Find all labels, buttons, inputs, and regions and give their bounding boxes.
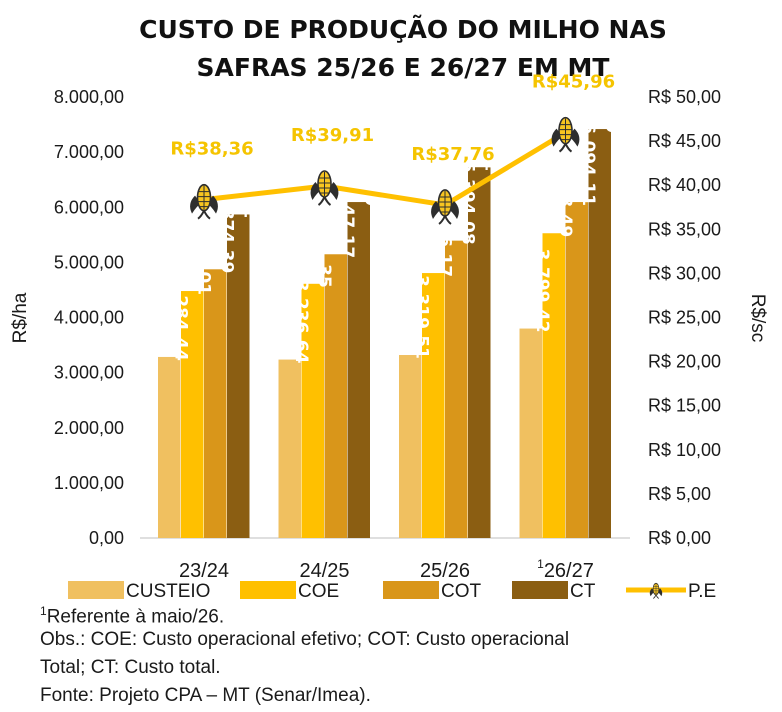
y-left-tick-label: 2.000,00 [54, 418, 124, 438]
y-left-tick-label: 0,00 [89, 528, 124, 548]
corn-icon [309, 169, 340, 206]
y-right-tick-label: R$ 10,00 [648, 440, 721, 460]
chart-title-line2: SAFRAS 25/26 E 26/27 EM MT [197, 53, 610, 82]
bar-cot-1 [204, 269, 227, 538]
y-left-tick-label: 1.000,00 [54, 473, 124, 493]
y-left-tick-label: 4.000,00 [54, 308, 124, 328]
y-left-tick-label: 8.000,00 [54, 87, 124, 107]
category-superscript: 1 [537, 557, 544, 571]
bar-custeio-3 [399, 355, 422, 538]
pe-value-label: R$38,36 [170, 139, 253, 160]
bar-value-label: 5.394,08 [457, 161, 477, 245]
bar-value-label: 4.874,39 [216, 189, 236, 273]
bar-value-label: 4.480,01 [193, 211, 213, 295]
pe-value-label: R$37,76 [411, 144, 494, 165]
bar-value-label: 6.094,11 [578, 122, 598, 206]
y-right-tick-label: R$ 50,00 [648, 87, 721, 107]
bar-custeio-2 [278, 359, 301, 538]
bar-ct-3 [468, 167, 491, 539]
x-category-label: 25/26 [420, 560, 470, 582]
bar-value-label: 5.147,17 [337, 174, 357, 258]
bar-value-label: 4.611,35 [314, 204, 334, 288]
y-axis-right-title: R$/sc [747, 294, 768, 343]
bar-value-label: 3.284,44 [170, 277, 190, 361]
source-note: Fonte: Projeto CPA – MT (Senar/Imea). [40, 685, 371, 706]
bar-value-label: 6.725,91 [480, 87, 500, 171]
bar-ct-4 [588, 129, 611, 539]
bar-custeio-4 [519, 328, 542, 538]
legend-swatch-ct [512, 581, 568, 599]
footnote-superscript: 1 [40, 604, 47, 618]
y-right-tick-label: R$ 25,00 [648, 308, 721, 328]
bar-coe-3 [422, 273, 445, 538]
bar-coe-1 [181, 291, 204, 538]
bar-coe-4 [542, 233, 565, 538]
x-category-label: 24/25 [299, 560, 349, 582]
bar-value-label: 6.094,19 [360, 122, 380, 206]
obs-line-2: Total; CT: Custo total. [40, 657, 221, 678]
legend-swatch-custeio [68, 581, 124, 599]
bar-value-label: 5.528,49 [555, 153, 575, 237]
legend-swatch-cot [383, 581, 439, 599]
pe-value-label: R$39,91 [291, 125, 374, 146]
corn-icon [649, 582, 663, 599]
y-right-tick-label: R$ 35,00 [648, 219, 721, 239]
y-right-tick-label: R$ 30,00 [648, 263, 721, 283]
y-right-tick-label: R$ 45,00 [648, 131, 721, 151]
bar-value-label: 3.236,64 [291, 280, 311, 364]
bar-custeio-1 [158, 356, 181, 538]
legend-label: P.E [688, 581, 716, 602]
bar-cot-3 [445, 240, 468, 538]
bar-ct-2 [347, 202, 370, 538]
y-right-tick-label: R$ 5,00 [648, 484, 711, 504]
legend-label: COT [441, 581, 482, 602]
pe-line [203, 130, 567, 208]
footnote: 1Referente à maio/26. [40, 598, 224, 630]
y-axis-left-title: R$/ha [10, 292, 31, 343]
bar-cot-2 [324, 254, 347, 538]
bar-value-label: 3.319,51 [411, 275, 431, 359]
y-right-tick-label: R$ 0,00 [648, 528, 711, 548]
x-category-label: 23/24 [179, 560, 229, 582]
legend-label: CUSTEIO [126, 581, 210, 602]
corn-icon [550, 116, 581, 153]
y-right-tick-label: R$ 40,00 [648, 175, 721, 195]
y-left-tick-label: 6.000,00 [54, 197, 124, 217]
y-left-tick-label: 5.000,00 [54, 252, 124, 272]
bar-value-label: 3.799,42 [532, 249, 552, 333]
chart-title-line1: CUSTO DE PRODUÇÃO DO MILHO NAS [139, 15, 667, 44]
y-left-tick-label: 3.000,00 [54, 363, 124, 383]
y-left-tick-label: 7.000,00 [54, 142, 124, 162]
bar-coe-2 [301, 283, 324, 538]
bar-cot-4 [565, 202, 588, 538]
legend-label: COE [298, 581, 339, 602]
pe-value-label: R$45,96 [532, 72, 615, 93]
footnote-text: Referente à maio/26. [46, 606, 225, 628]
y-right-tick-label: R$ 15,00 [648, 396, 721, 416]
y-right-tick-label: R$ 20,00 [648, 352, 721, 372]
legend-swatch-coe [240, 581, 296, 599]
x-category-label: 126/27 [537, 557, 594, 582]
legend-label: CT [570, 581, 596, 602]
obs-line-1: Obs.: COE: Custo operacional efetivo; CO… [40, 629, 570, 650]
bar-ct-1 [227, 214, 250, 538]
bar-value-label: 7.418,49 [601, 49, 621, 133]
